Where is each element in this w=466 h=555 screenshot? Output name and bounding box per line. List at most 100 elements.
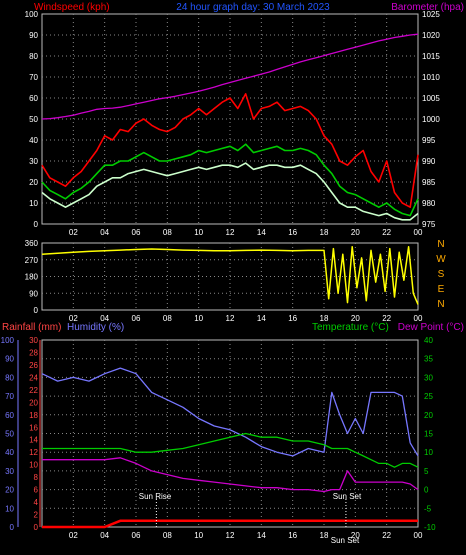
humidity-axis-title: Humidity (%) [67, 322, 124, 333]
y-tick-label: 12 [29, 448, 38, 457]
y-tick-label: 20 [29, 178, 38, 187]
sunset-label: Sun Set [333, 492, 362, 501]
x-tick-label: 04 [100, 228, 109, 237]
temp-humidity-panel: 02 04 06 08 10 12 14 16 18 20 22 00-10-505101520253… [1, 336, 436, 540]
y-tick-label: 10 [424, 448, 433, 457]
x-tick-label: 18 [320, 531, 329, 540]
y-tick-label: 2 [34, 511, 39, 520]
y-tick-label: 0 [34, 306, 39, 315]
y-tick-label: 20 [5, 486, 14, 495]
x-tick-label: 08 [163, 228, 172, 237]
sunset-overlap-label: Sun Set [331, 536, 360, 545]
y-tick-label: 18 [29, 411, 38, 420]
y-tick-label: 4 [34, 498, 39, 507]
y-tick-label: 10 [5, 504, 14, 513]
y-tick-label: 975 [422, 220, 436, 229]
y-tick-label: 270 [25, 256, 39, 265]
x-tick-label: 02 [69, 531, 78, 540]
y-tick-label: 360 [25, 239, 39, 248]
x-tick-label: 04 [100, 314, 109, 323]
y-tick-label: 5 [424, 467, 429, 476]
x-tick-label: 06 [132, 531, 141, 540]
y-tick-label: 980 [422, 199, 436, 208]
y-tick-label: 0 [34, 523, 39, 532]
y-tick-label: 1005 [422, 94, 440, 103]
y-tick-label: 30 [29, 336, 38, 345]
series-humidity [41, 367, 419, 457]
y-tick-label: 80 [29, 52, 38, 61]
x-tick-label: 00 [414, 531, 423, 540]
series-dew-point [42, 457, 419, 493]
y-tick-label: 995 [422, 136, 436, 145]
x-tick-label: 16 [288, 228, 297, 237]
x-tick-label: 08 [163, 314, 172, 323]
y-tick-label: 60 [5, 411, 14, 420]
dir-label-n-top: N [437, 239, 444, 250]
series-wind-gust [41, 93, 419, 208]
x-tick-label: 12 [226, 314, 235, 323]
y-tick-label: 90 [29, 31, 38, 40]
y-tick-label: 40 [5, 448, 14, 457]
x-tick-label: 04 [100, 531, 109, 540]
x-tick-label: 22 [382, 228, 391, 237]
x-tick-label: 06 [132, 314, 141, 323]
x-tick-label: 22 [382, 314, 391, 323]
series-rainfall [42, 519, 418, 529]
temperature-axis-title: Temperature (°C) [312, 322, 389, 333]
series-temperature [42, 432, 419, 468]
y-tick-label: 30 [29, 157, 38, 166]
y-tick-label: 10 [29, 461, 38, 470]
y-tick-label: 180 [25, 273, 39, 282]
x-tick-label: 12 [226, 531, 235, 540]
x-tick-label: 10 [194, 531, 203, 540]
x-tick-label: 02 [69, 314, 78, 323]
x-tick-label: 00 [414, 228, 423, 237]
y-tick-label: 22 [29, 386, 38, 395]
y-tick-label: 25 [424, 392, 433, 401]
x-tick-label: 10 [194, 314, 203, 323]
y-tick-label: 80 [5, 373, 14, 382]
y-tick-label: 1020 [422, 31, 440, 40]
y-tick-label: 1000 [422, 115, 440, 124]
series-wind-speed [41, 162, 419, 221]
x-tick-label: 16 [288, 531, 297, 540]
x-tick-label: 08 [163, 531, 172, 540]
y-tick-label: 40 [424, 336, 433, 345]
x-tick-label: 14 [257, 531, 266, 540]
x-tick-label: 16 [288, 314, 297, 323]
sunrise-label: Sun Rise [139, 492, 172, 501]
y-tick-label: 20 [29, 398, 38, 407]
y-tick-label: 28 [29, 348, 38, 357]
y-tick-label: 1015 [422, 52, 440, 61]
direction-labels: N W S E N [436, 239, 446, 310]
y-tick-label: 35 [424, 355, 433, 364]
x-tick-label: 14 [257, 314, 266, 323]
y-tick-label: -10 [424, 523, 436, 532]
y-tick-label: 26 [29, 361, 38, 370]
y-tick-label: 30 [5, 467, 14, 476]
y-tick-label: 100 [25, 10, 39, 19]
x-tick-label: 18 [320, 228, 329, 237]
y-tick-label: 16 [29, 423, 38, 432]
graph-title: 24 hour graph day: 30 March 2023 [176, 2, 330, 13]
y-tick-label: 990 [422, 157, 436, 166]
dir-label-s: S [438, 269, 445, 280]
series-wind-average [41, 143, 419, 217]
dir-label-e: E [438, 284, 445, 295]
y-tick-label: 0 [34, 220, 39, 229]
y-tick-label: 60 [29, 94, 38, 103]
series-barometer [41, 33, 419, 120]
y-tick-label: 1025 [422, 10, 440, 19]
y-tick-label: 50 [29, 115, 38, 124]
y-tick-label: 90 [5, 355, 14, 364]
barometer-axis-title: Barometer (hpa) [391, 2, 464, 13]
y-tick-label: 8 [34, 473, 39, 482]
dir-label-n-bottom: N [437, 299, 444, 310]
x-tick-label: 18 [320, 314, 329, 323]
wind-axis-title: Windspeed (kph) [34, 2, 110, 13]
y-tick-label: 10 [29, 199, 38, 208]
x-tick-label: 20 [351, 531, 360, 540]
y-tick-label: 1010 [422, 73, 440, 82]
